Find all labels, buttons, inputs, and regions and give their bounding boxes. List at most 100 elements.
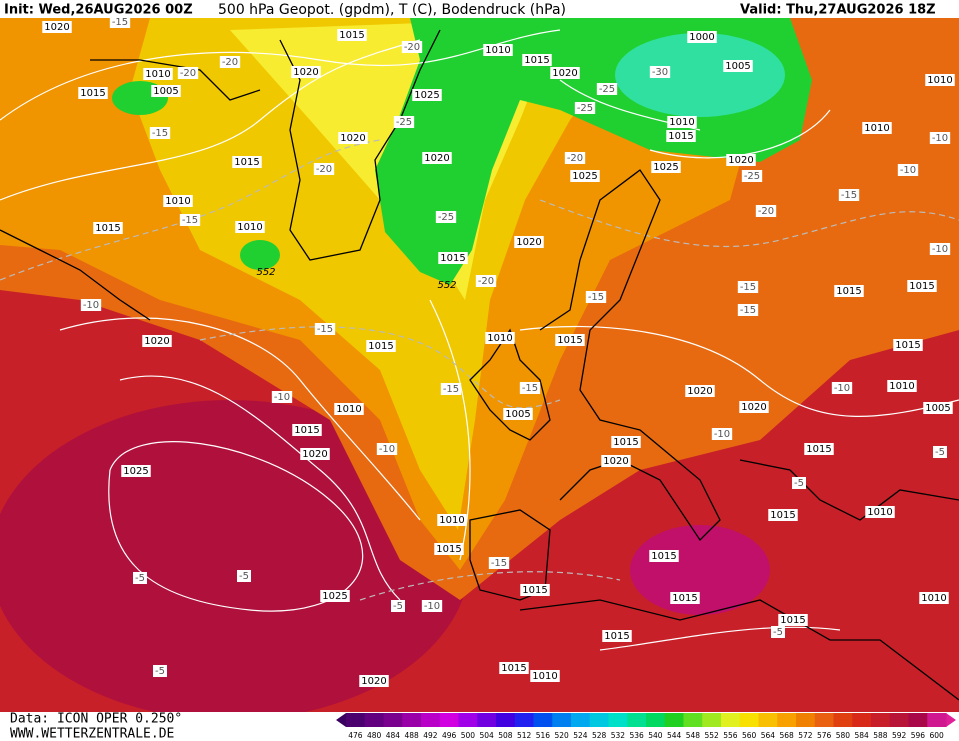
temperature-label-box [391, 600, 405, 612]
pressure-label: 1015 [806, 444, 831, 455]
temperature-label: -30 [652, 67, 668, 78]
pressure-label: 1015 [524, 55, 549, 66]
temperature-label-box [177, 67, 199, 79]
scale-swatch [346, 713, 366, 727]
scale-label: 516 [536, 731, 551, 740]
scale-label: 508 [498, 731, 513, 740]
pressure-label-box [804, 443, 834, 455]
temperature-label: -5 [155, 666, 165, 677]
scale-swatch [702, 713, 722, 727]
pressure-label: 1010 [921, 593, 946, 604]
pressure-label-box [550, 67, 580, 79]
temperature-label-box [711, 428, 733, 440]
pressure-label-box [834, 285, 864, 297]
map-fill [0, 18, 959, 712]
temperature-label-box [737, 281, 759, 293]
temperature-label-box [237, 570, 251, 582]
pressure-label: 1015 [522, 585, 547, 596]
scale-label: 556 [723, 731, 738, 740]
pressure-label-box [907, 280, 937, 292]
pressure-label-box [667, 116, 697, 128]
scale-label: 544 [667, 731, 682, 740]
pressure-label-box [359, 675, 389, 687]
pressure-label: 1025 [414, 90, 439, 101]
temperature-label: -20 [222, 57, 238, 68]
temperature-label-box [933, 446, 947, 458]
temperature-label: -5 [773, 627, 783, 638]
pressure-label: 1020 [741, 402, 766, 413]
pressure-label: 1010 [669, 117, 694, 128]
scale-label: 600 [929, 731, 944, 740]
pressure-label-box [503, 408, 533, 420]
pressure-label: 1000 [689, 32, 714, 43]
temperature-label-box [376, 443, 398, 455]
pressure-label: 1005 [153, 86, 178, 97]
pressure-label-box [739, 401, 769, 413]
scale-label: 552 [704, 731, 719, 740]
pressure-label: 1020 [687, 386, 712, 397]
scale-swatch [739, 713, 759, 727]
pressure-label: 1010 [485, 45, 510, 56]
pressure-label: 1020 [293, 67, 318, 78]
temperature-label: -5 [794, 478, 804, 489]
temperature-label-box [421, 600, 443, 612]
temperature-label-box [393, 116, 415, 128]
scale-swatch [496, 713, 516, 727]
pressure-label: 1015 [80, 88, 105, 99]
temperature-label: -15 [740, 282, 756, 293]
scale-label: 592 [892, 731, 907, 740]
pressure-label-box [438, 252, 468, 264]
temperature-label: -15 [522, 383, 538, 394]
temperature-label-box [133, 572, 147, 584]
scale-label: 500 [461, 731, 476, 740]
pressure-label-box [919, 592, 949, 604]
pressure-label-box [334, 403, 364, 415]
temperature-label: -20 [316, 164, 332, 175]
scale-label: 572 [798, 731, 813, 740]
scale-label: 568 [779, 731, 794, 740]
temperature-label: -10 [424, 601, 440, 612]
scale-label: 580 [836, 731, 851, 740]
scale-swatch [664, 713, 684, 727]
data-source: Data: ICON OPER 0.250° [10, 712, 182, 727]
scale-swatch [852, 713, 872, 727]
pressure-label: 1025 [322, 591, 347, 602]
pressure-label: 1010 [532, 671, 557, 682]
pressure-label-box [93, 222, 123, 234]
pressure-label-box [685, 385, 715, 397]
pressure-label-box [292, 424, 322, 436]
pressure-label-box [666, 130, 696, 142]
temperature-label-box [596, 83, 618, 95]
scale-swatch [814, 713, 834, 727]
temperature-label-box [435, 211, 457, 223]
pressure-label: 1020 [728, 155, 753, 166]
temperature-label-box [838, 189, 860, 201]
scale-label: 560 [742, 731, 757, 740]
pressure-label: 1015 [604, 631, 629, 642]
temperature-label: -5 [135, 573, 145, 584]
scale-label: 576 [817, 731, 832, 740]
pressure-label: 1025 [572, 171, 597, 182]
temperature-label: -25 [577, 103, 593, 114]
pressure-label: 1015 [836, 286, 861, 297]
pressure-label-box [366, 340, 396, 352]
pressure-label: 1025 [123, 466, 148, 477]
temperature-label-box [179, 214, 201, 226]
scale-swatch [533, 713, 553, 727]
scale-swatch [927, 713, 947, 727]
pressure-label-box [42, 21, 72, 33]
temperature-label-box [219, 56, 241, 68]
temperature-label-box [831, 382, 853, 394]
scale-swatch [908, 713, 928, 727]
temperature-label: -25 [744, 171, 760, 182]
pressure-label: 1020 [603, 456, 628, 467]
temperature-label-box [929, 243, 951, 255]
pressure-label: 1020 [424, 153, 449, 164]
pressure-label: 1015 [613, 437, 638, 448]
pressure-label: 1015 [770, 510, 795, 521]
pressure-label-box [865, 506, 895, 518]
pressure-label-box [687, 31, 717, 43]
scale-swatch [421, 713, 441, 727]
pressure-label-box [522, 54, 552, 66]
pressure-label-box [778, 614, 808, 626]
